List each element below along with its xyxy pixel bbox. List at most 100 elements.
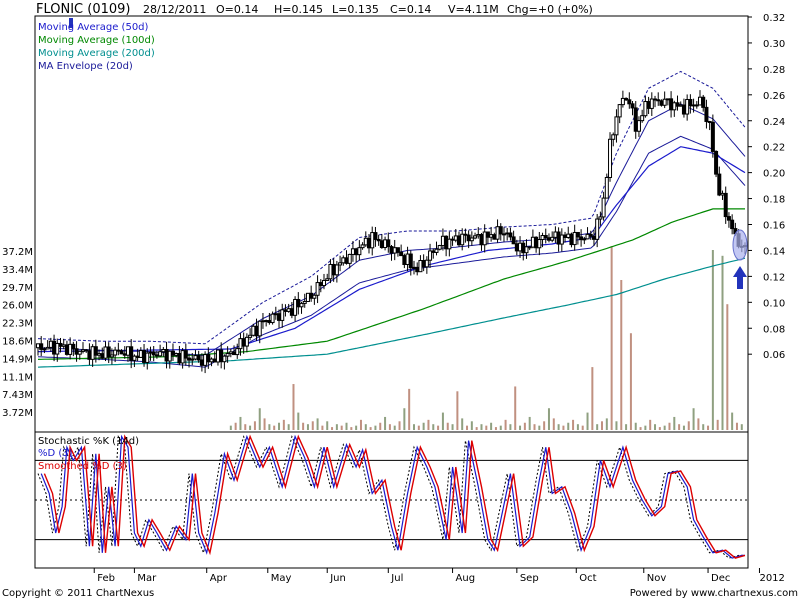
x-tick-label: Dec bbox=[711, 573, 730, 584]
candle-body bbox=[492, 234, 497, 240]
candle-body bbox=[379, 240, 384, 249]
volume-bar bbox=[586, 412, 589, 430]
candle-body bbox=[299, 302, 304, 308]
candle-body bbox=[524, 246, 529, 254]
volume-bar bbox=[388, 424, 391, 430]
x-tick-label: 2012 bbox=[759, 573, 784, 584]
price-tick-label: 0.24 bbox=[763, 117, 785, 128]
x-tick-label: Mar bbox=[137, 573, 157, 584]
candle-body bbox=[556, 231, 561, 245]
volume-bar bbox=[692, 408, 695, 430]
candle-body bbox=[151, 351, 156, 356]
candle-body bbox=[251, 325, 256, 336]
volume-bar bbox=[735, 422, 738, 430]
volume-bar bbox=[249, 425, 252, 430]
candle-body bbox=[318, 282, 323, 287]
volume-bar bbox=[345, 422, 348, 430]
volume-bar bbox=[263, 418, 266, 430]
volume-bar bbox=[615, 421, 618, 430]
candle-body bbox=[119, 350, 124, 355]
volume-bar bbox=[538, 425, 541, 430]
candle-body bbox=[701, 96, 706, 108]
candle-body bbox=[125, 346, 130, 356]
candle-body bbox=[289, 308, 294, 316]
volume-tick-label: 3.72M bbox=[2, 408, 33, 419]
candle-body bbox=[662, 98, 667, 106]
candle-body bbox=[669, 98, 674, 111]
volume-bar bbox=[581, 425, 584, 430]
volume-bar bbox=[441, 412, 444, 430]
header-volume: V=4.11M bbox=[448, 3, 499, 16]
candle-body bbox=[653, 98, 658, 101]
candle-body bbox=[550, 236, 555, 241]
candle-body bbox=[296, 298, 301, 308]
candle-body bbox=[122, 353, 127, 356]
candle-body bbox=[267, 320, 272, 324]
candle-body bbox=[453, 235, 458, 241]
up-arrow-icon bbox=[733, 266, 747, 289]
candle-body bbox=[354, 248, 359, 256]
candle-body bbox=[174, 353, 179, 356]
header-open: O=0.14 bbox=[216, 3, 258, 16]
candle-body bbox=[48, 340, 53, 348]
candle-body bbox=[55, 342, 60, 355]
volume-bar bbox=[292, 384, 295, 430]
volume-bar bbox=[427, 419, 430, 430]
candle-body bbox=[36, 343, 40, 349]
volume-bar bbox=[726, 304, 729, 430]
candle-body bbox=[386, 239, 391, 248]
volume-bar bbox=[432, 424, 435, 430]
candle-body bbox=[508, 232, 513, 238]
x-tick-label: Nov bbox=[647, 573, 667, 584]
volume-bar bbox=[350, 427, 353, 430]
candle-body bbox=[235, 348, 240, 356]
x-tick-label: Jun bbox=[329, 573, 346, 584]
candle-body bbox=[563, 234, 568, 238]
candle-body bbox=[408, 253, 413, 269]
candle-body bbox=[656, 99, 661, 102]
candle-body bbox=[440, 235, 445, 247]
volume-bar bbox=[490, 422, 493, 430]
candle-body bbox=[376, 238, 381, 242]
candle-body bbox=[196, 355, 201, 361]
candle-body bbox=[681, 104, 686, 115]
price-tick-label: 0.12 bbox=[763, 272, 785, 283]
volume-bar bbox=[340, 425, 343, 430]
candle-body bbox=[620, 97, 625, 106]
candle-body bbox=[135, 355, 140, 358]
volume-bar bbox=[480, 424, 483, 430]
candle-body bbox=[190, 358, 195, 361]
candle-body bbox=[521, 242, 526, 254]
volume-bar bbox=[509, 424, 512, 430]
candle-body bbox=[485, 231, 490, 238]
candle-body bbox=[614, 116, 619, 136]
candle-body bbox=[540, 235, 545, 241]
candle-body bbox=[286, 308, 291, 312]
candle-body bbox=[418, 260, 423, 273]
candle-body bbox=[167, 350, 172, 362]
candle-body bbox=[389, 246, 394, 254]
candle-body bbox=[704, 106, 709, 122]
candle-body bbox=[482, 231, 487, 246]
volume-tick-label: 7.43M bbox=[2, 390, 33, 401]
volume-bar bbox=[494, 427, 497, 430]
volume-bar bbox=[687, 421, 690, 430]
volume-bar bbox=[258, 408, 261, 430]
volume-bar bbox=[523, 422, 526, 430]
volume-bar bbox=[417, 425, 420, 430]
candle-body bbox=[431, 250, 436, 253]
candle-body bbox=[74, 348, 79, 355]
candle-body bbox=[309, 292, 314, 299]
volume-tick-label: 29.7M bbox=[2, 283, 33, 294]
candle-body bbox=[624, 97, 629, 101]
volume-tick-label: 22.3M bbox=[2, 319, 33, 330]
volume-bar bbox=[456, 391, 459, 430]
candle-body bbox=[42, 348, 47, 351]
x-tick-label: Apr bbox=[210, 573, 228, 584]
candle-body bbox=[142, 350, 147, 363]
volume-bar bbox=[412, 424, 415, 430]
candle-body bbox=[71, 343, 76, 350]
volume-bar bbox=[355, 425, 358, 430]
candle-body bbox=[238, 338, 243, 350]
candle-body bbox=[546, 237, 551, 241]
